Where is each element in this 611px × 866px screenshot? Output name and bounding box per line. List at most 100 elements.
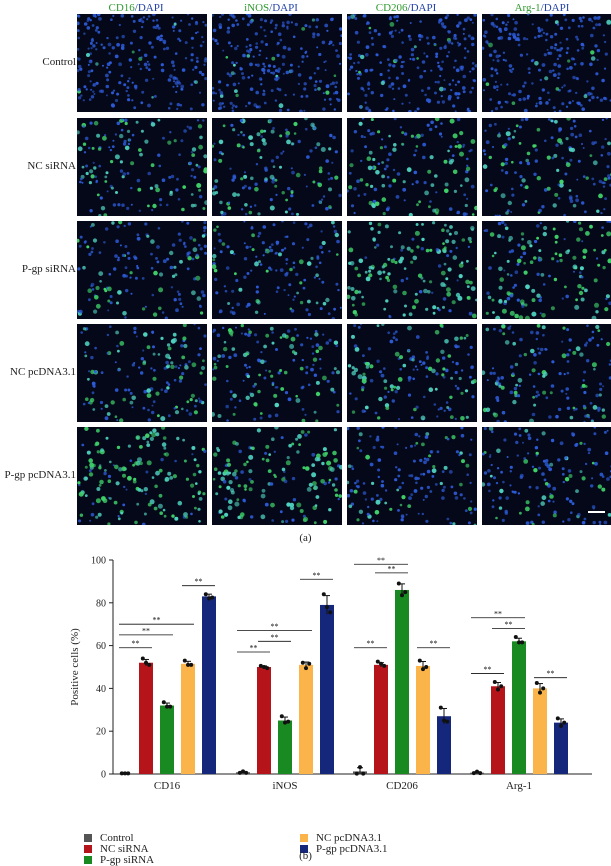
point-0-4-1	[207, 596, 211, 601]
sig-label-7: **	[313, 571, 321, 580]
point-1-2-1	[283, 720, 287, 725]
y-tick-label-0: 0	[101, 770, 106, 781]
bar-arg-1-4	[554, 722, 568, 774]
micrograph-control-cd206	[347, 14, 477, 112]
column-header-cd16: CD16/DAPI	[108, 2, 164, 14]
point-3-4-0	[555, 716, 560, 721]
point-3-1-1	[496, 687, 500, 692]
row-label-control: Control	[42, 56, 76, 68]
micrograph-nc-sirna-inos	[212, 118, 342, 216]
point-3-0-1	[475, 769, 479, 774]
bar-cd16-3	[181, 663, 195, 774]
point-0-1-1	[144, 660, 148, 665]
bar-cd206-1	[374, 664, 388, 774]
sig-label-12: **	[484, 665, 492, 674]
bar-cd206-3	[416, 665, 430, 774]
bar-arg-1-2	[512, 641, 526, 774]
bar-inos-4	[320, 604, 334, 774]
point-2-1-2	[382, 663, 387, 668]
bar-arg-1-3	[533, 688, 547, 774]
point-0-0-0	[119, 771, 124, 776]
point-2-1-0	[375, 659, 380, 664]
sig-label-4: **	[250, 644, 258, 653]
point-0-1-0	[140, 656, 145, 661]
legend-swatch-control	[84, 834, 92, 842]
legend-item-nc-pcdna: NC pcDNA3.1	[300, 832, 382, 844]
column-header-cd206: CD206/DAPI	[375, 2, 437, 14]
sig-label-8: **	[367, 639, 375, 648]
bar-cd16-1	[139, 662, 153, 774]
legend-label-pgp-sirna: P-gp siRNA	[100, 854, 155, 866]
point-2-2-1	[400, 593, 404, 598]
sig-label-15: **	[547, 669, 555, 678]
legend-label-nc-pcdna: NC pcDNA3.1	[316, 832, 382, 844]
sig-label-6: **	[271, 622, 279, 631]
row-label-nc-sirna: NC siRNA	[27, 160, 76, 172]
legend-label-nc-sirna: NC siRNA	[100, 843, 149, 855]
bar-cd206-4	[437, 716, 451, 774]
point-1-0-1	[241, 769, 245, 774]
point-1-1-0	[258, 663, 263, 668]
sig-label-1: **	[142, 626, 150, 635]
legend-swatch-nc-pcdna	[300, 834, 308, 842]
legend-item-pgp-pcdna: P-gp pcDNA3.1	[300, 843, 388, 855]
point-2-0-1	[358, 765, 362, 770]
bar-inos-3	[299, 664, 313, 774]
point-1-3-1	[304, 666, 308, 671]
point-3-2-1	[517, 640, 521, 645]
point-1-3-0	[300, 660, 305, 665]
row-label-pgp-pcdna: P-gp pcDNA3.1	[4, 469, 77, 481]
point-3-0-2	[478, 771, 483, 776]
x-tick-label-cd16: CD16	[154, 780, 181, 792]
sig-label-0: **	[132, 639, 140, 648]
row-label-nc-pcdna: NC pcDNA3.1	[10, 366, 76, 378]
point-1-1-2	[265, 666, 270, 671]
micrograph-nc-pcdna-arg1	[482, 324, 611, 422]
point-3-0-0	[471, 771, 476, 776]
micrograph-nc-pcdna-cd206	[347, 324, 477, 422]
micrograph-nc-pcdna-cd16	[77, 324, 207, 422]
micrograph-pgp-pcdna-cd16	[77, 427, 207, 525]
point-1-2-0	[279, 714, 284, 719]
legend-label-control: Control	[100, 832, 134, 844]
legend-item-pgp-sirna: P-gp siRNA	[84, 854, 154, 866]
sig-label-10: **	[377, 556, 385, 565]
y-tick-label-80: 80	[96, 598, 106, 609]
sig-label-13: **	[505, 620, 513, 629]
caption-a: (a)	[299, 532, 312, 544]
legend-item-control: Control	[84, 832, 134, 844]
micrograph-pgp-sirna-cd206	[347, 221, 477, 319]
x-tick-label-arg-1: Arg-1	[506, 780, 532, 792]
micrograph-pgp-sirna-inos	[212, 221, 342, 319]
point-0-0-2	[126, 771, 131, 776]
legend-swatch-pgp-sirna	[84, 856, 92, 864]
point-3-1-0	[492, 679, 497, 684]
y-tick-label-20: 20	[96, 727, 106, 738]
legend-swatch-pgp-pcdna	[300, 845, 308, 853]
micrograph-nc-pcdna-inos	[212, 324, 342, 422]
point-0-0-1	[123, 771, 127, 776]
micrograph-pgp-pcdna-cd206	[347, 427, 477, 525]
x-tick-label-cd206: CD206	[386, 780, 418, 792]
micrograph-control-cd16	[77, 14, 207, 112]
column-header-inos: iNOS/DAPI	[244, 2, 298, 14]
point-2-3-1	[421, 667, 425, 672]
sig-label-14: **	[494, 609, 502, 618]
point-2-4-1	[442, 718, 446, 723]
row-label-pgp-sirna: P-gp siRNA	[21, 263, 76, 275]
point-3-3-1	[538, 690, 542, 695]
point-1-4-1	[325, 605, 329, 610]
point-0-1-2	[147, 662, 152, 667]
point-0-4-2	[210, 595, 215, 600]
bar-inos-2	[278, 720, 292, 774]
point-1-1-1	[262, 665, 266, 669]
point-1-4-0	[321, 592, 326, 597]
sig-label-9: **	[388, 564, 396, 573]
bar-cd16-4	[202, 596, 216, 774]
point-0-3-1	[186, 662, 190, 667]
sig-label-2: **	[153, 616, 161, 625]
micrograph-pgp-sirna-cd16	[77, 221, 207, 319]
legend-swatch-nc-sirna	[84, 845, 92, 853]
sig-label-11: **	[430, 639, 438, 648]
